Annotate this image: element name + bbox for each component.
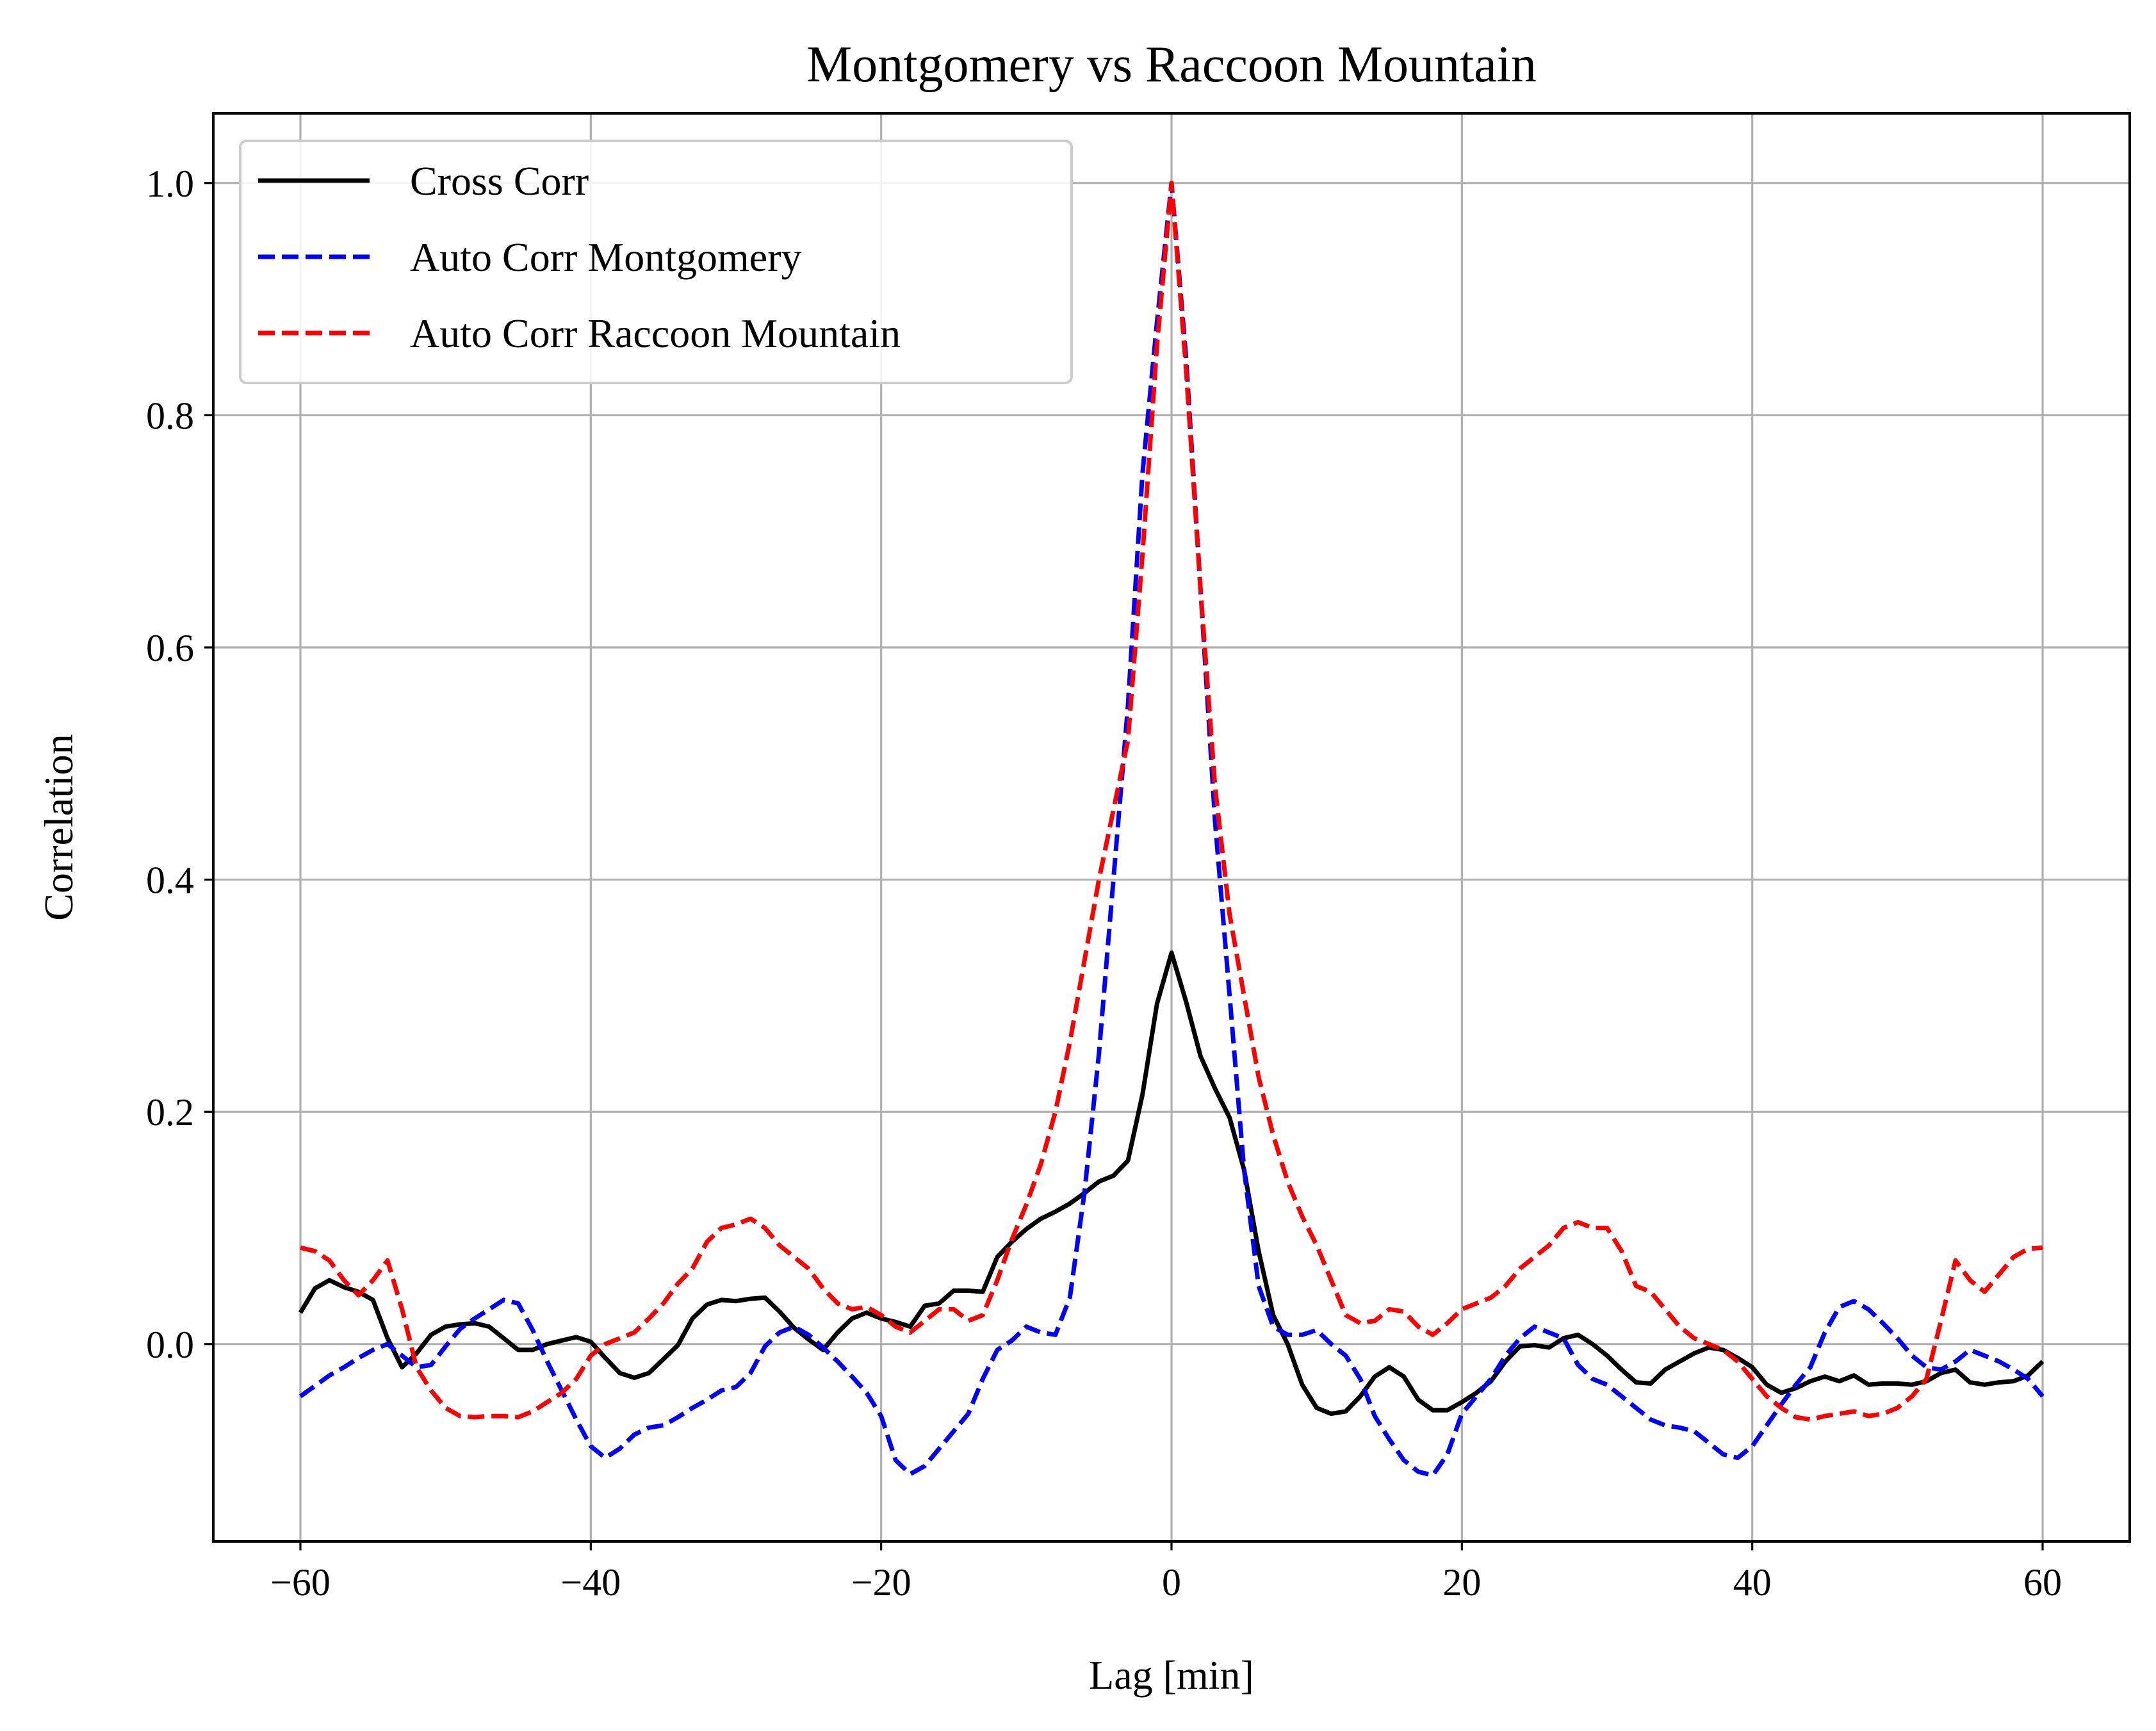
x-tick-label: 60 [2023, 1561, 2062, 1604]
legend-label-2: Auto Corr Montgomery [410, 234, 802, 280]
y-tick-label: 0.0 [146, 1324, 194, 1366]
x-tick-label: 0 [1162, 1561, 1181, 1604]
axis-ticks: −60 −40 −20 0 20 40 60 0.0 0.2 0.4 0.6 0.8 1.0 [146, 163, 2062, 1604]
y-tick-label: 0.8 [146, 394, 194, 437]
x-tick-label: 40 [1733, 1561, 1772, 1604]
chart-title: Montgomery vs Raccoon Mountain [806, 37, 1537, 93]
x-tick-label: −20 [851, 1561, 911, 1604]
series-line-3 [300, 181, 2043, 1422]
x-axis-label: Lag [min] [1089, 1652, 1254, 1698]
series-line-1 [298, 950, 2045, 1417]
x-tick-label: −40 [560, 1561, 621, 1604]
legend: Cross Corr Auto Corr Montgomery Auto Corr … [239, 140, 1073, 384]
legend-label-3: Auto Corr Raccoon Mountain [410, 311, 901, 356]
y-axis-label: Correlation [36, 734, 81, 920]
y-tick-label: 0.2 [146, 1091, 194, 1134]
x-tick-label: −60 [270, 1561, 331, 1604]
legend-box [239, 140, 1073, 384]
y-tick-label: 0.6 [146, 627, 194, 669]
legend-label-1: Cross Corr [410, 158, 589, 204]
y-tick-label: 0.4 [146, 859, 194, 902]
x-tick-label: 20 [1442, 1561, 1481, 1604]
y-tick-label: 1.0 [146, 163, 194, 205]
series-layer [298, 181, 2045, 1478]
